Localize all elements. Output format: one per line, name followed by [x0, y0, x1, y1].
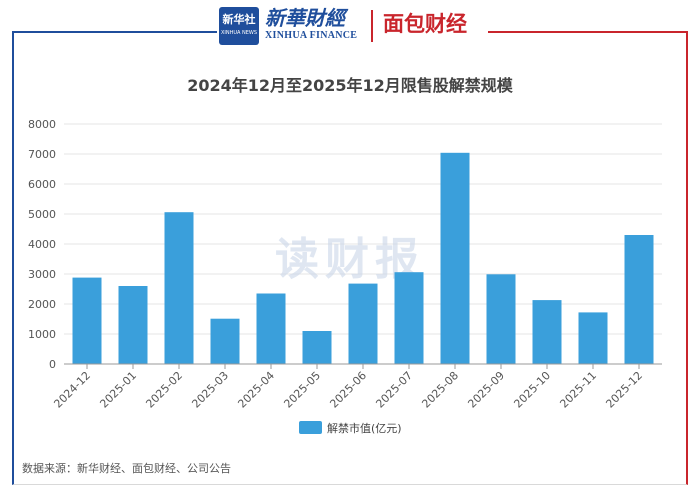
bar — [532, 300, 562, 364]
xinhua-finance-cn: 新華財經 — [265, 6, 345, 30]
y-tick-label: 3000 — [28, 268, 56, 281]
x-tick-label: 2025-08 — [419, 369, 461, 411]
x-tick-label: 2025-07 — [373, 369, 415, 411]
y-tick-label: 7000 — [28, 148, 56, 161]
header: 新华社 XINHUA NEWS 新華財經 XINHUA FINANCE 面包财经 — [0, 0, 700, 48]
x-tick-label: 2025-01 — [97, 369, 139, 411]
y-tick-label: 1000 — [28, 328, 56, 341]
header-rule-red — [488, 31, 688, 33]
bar — [256, 293, 286, 364]
y-tick-label: 5000 — [28, 208, 56, 221]
x-tick-label: 2025-04 — [235, 369, 277, 411]
xinhua-logo-en: XINHUA NEWS — [220, 30, 258, 36]
x-tick-label: 2025-12 — [603, 369, 645, 411]
bar — [394, 272, 424, 364]
x-tick-label: 2025-06 — [327, 369, 369, 411]
xinhua-finance-en: XINHUA FINANCE — [265, 30, 358, 41]
y-tick-label: 2000 — [28, 298, 56, 311]
x-tick-label: 2025-09 — [465, 369, 507, 411]
x-tick-label: 2025-10 — [511, 369, 553, 411]
bar — [302, 331, 332, 364]
bar — [118, 286, 148, 364]
xinhua-logo: 新华社 XINHUA NEWS — [219, 7, 259, 45]
xinhua-finance-brand: 新華財經 XINHUA FINANCE — [265, 6, 357, 42]
x-tick-label: 2024-12 — [51, 369, 93, 411]
header-rule-blue — [12, 31, 217, 33]
bar — [486, 274, 516, 364]
bar — [578, 312, 608, 364]
bar — [210, 318, 240, 364]
bar — [348, 283, 378, 364]
bar — [72, 277, 102, 364]
x-tick-label: 2025-11 — [557, 369, 599, 411]
legend-label: 解禁市值(亿元) — [327, 421, 402, 435]
x-tick-label: 2025-02 — [143, 369, 185, 411]
brand-separator — [371, 10, 373, 42]
chart-frame — [12, 31, 688, 485]
chart-title: 2024年12月至2025年12月限售股解禁规模 — [187, 76, 513, 95]
xinhua-logo-cn: 新华社 — [222, 13, 256, 26]
data-source: 数据来源：新华财经、面包财经、公司公告 — [22, 462, 231, 475]
mianbao-finance-brand: 面包财经 — [383, 12, 467, 36]
y-tick-label: 0 — [49, 358, 56, 371]
bar — [440, 152, 470, 364]
bar — [624, 235, 654, 364]
y-tick-label: 8000 — [28, 118, 56, 131]
legend-swatch — [299, 421, 322, 434]
y-tick-label: 4000 — [28, 238, 56, 251]
x-tick-label: 2025-05 — [281, 369, 323, 411]
bar — [164, 212, 194, 364]
x-tick-label: 2025-03 — [189, 369, 231, 411]
y-tick-label: 6000 — [28, 178, 56, 191]
